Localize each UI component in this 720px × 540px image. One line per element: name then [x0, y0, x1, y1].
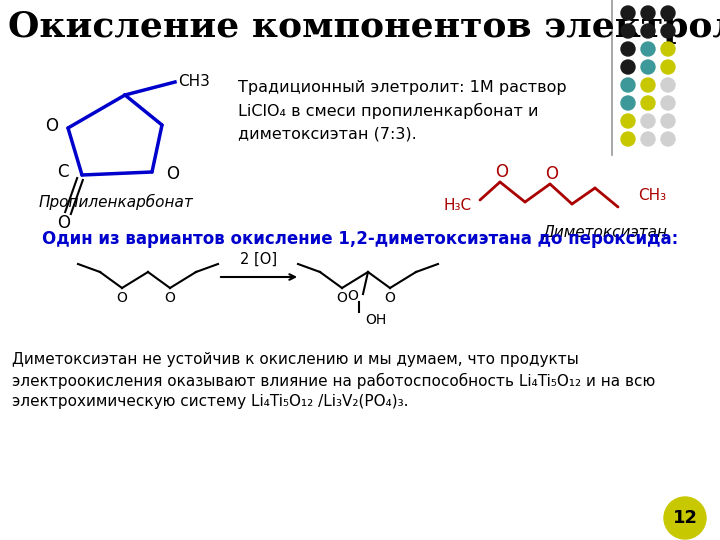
Text: Диметоксиэтан не устойчив к окислению и мы думаем, что продукты: Диметоксиэтан не устойчив к окислению и … — [12, 352, 579, 367]
Text: O: O — [384, 291, 395, 305]
Circle shape — [641, 132, 655, 146]
Circle shape — [661, 132, 675, 146]
Circle shape — [641, 42, 655, 56]
Text: Диметоксиэтан: Диметоксиэтан — [543, 224, 668, 239]
Circle shape — [621, 24, 635, 38]
Circle shape — [621, 42, 635, 56]
Text: CH₃: CH₃ — [638, 187, 666, 202]
Circle shape — [641, 24, 655, 38]
Text: электрохимическую систему Li₄Ti₅O₁₂ /Li₃V₂(PO₄)₃.: электрохимическую систему Li₄Ti₅O₁₂ /Li₃… — [12, 394, 408, 409]
Circle shape — [621, 114, 635, 128]
Circle shape — [664, 497, 706, 539]
Circle shape — [641, 60, 655, 74]
Text: CH3: CH3 — [178, 75, 210, 90]
Circle shape — [621, 132, 635, 146]
Circle shape — [641, 96, 655, 110]
Circle shape — [661, 6, 675, 20]
Text: H₃C: H₃C — [444, 199, 472, 213]
Text: O: O — [336, 291, 348, 305]
Circle shape — [621, 96, 635, 110]
Text: O: O — [45, 117, 58, 135]
Circle shape — [641, 6, 655, 20]
Text: O: O — [348, 289, 359, 303]
Circle shape — [661, 96, 675, 110]
Text: O: O — [165, 291, 176, 305]
Circle shape — [661, 114, 675, 128]
Circle shape — [641, 114, 655, 128]
Text: 12: 12 — [672, 509, 698, 527]
Circle shape — [661, 78, 675, 92]
Text: OH: OH — [365, 313, 386, 327]
Text: O: O — [495, 163, 508, 181]
Text: 2 [O]: 2 [O] — [240, 252, 278, 267]
Text: O: O — [546, 165, 559, 183]
Text: O: O — [166, 165, 179, 183]
Circle shape — [661, 42, 675, 56]
Text: C: C — [58, 163, 69, 181]
Text: O: O — [58, 214, 71, 232]
Text: Один из вариантов окисление 1,2-диметоксиэтана до пероксида:: Один из вариантов окисление 1,2-диметокс… — [42, 230, 678, 248]
Text: Традиционный элетролит: 1М раствор
LiClO₄ в смеси пропиленкарбонат и
диметоксиэт: Традиционный элетролит: 1М раствор LiClO… — [238, 80, 567, 141]
Circle shape — [641, 78, 655, 92]
Circle shape — [661, 60, 675, 74]
Circle shape — [621, 6, 635, 20]
Text: Пропиленкарбонат: Пропиленкарбонат — [39, 194, 194, 210]
Text: электроокисления оказывают влияние на работоспособность Li₄Ti₅O₁₂ и на всю: электроокисления оказывают влияние на ра… — [12, 373, 655, 389]
Circle shape — [661, 24, 675, 38]
Circle shape — [621, 78, 635, 92]
Circle shape — [621, 60, 635, 74]
Text: O: O — [117, 291, 127, 305]
Text: Окисление компонентов электролита: Окисление компонентов электролита — [8, 10, 720, 44]
